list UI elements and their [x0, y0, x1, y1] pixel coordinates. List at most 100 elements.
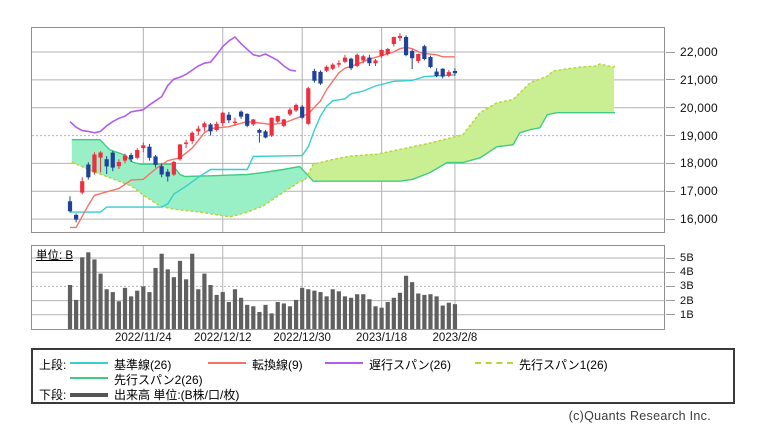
legend-upper-label: 上段: [39, 358, 67, 372]
legend-kijun-label: 基準線(26) [114, 358, 172, 372]
candle [159, 166, 164, 175]
candle [208, 124, 213, 132]
volume-bar [336, 291, 341, 329]
candle [153, 156, 158, 165]
volume-bar [257, 311, 262, 329]
chikou-line [69, 35, 297, 134]
candle [122, 155, 128, 161]
candle [293, 104, 299, 111]
candle [183, 142, 189, 144]
kijun-line [70, 74, 455, 213]
candle [80, 181, 85, 193]
volume-bar [391, 297, 396, 329]
volume-bar [373, 306, 378, 329]
volume-bar [171, 277, 176, 329]
volume-tick-label: 5B [666, 251, 694, 265]
candle [330, 64, 335, 69]
candle [434, 71, 439, 76]
volume-bar [452, 304, 458, 329]
volume-bar [379, 307, 384, 329]
candle [269, 117, 274, 136]
candle [177, 144, 183, 160]
volume-tick-label: 2B [666, 294, 694, 308]
candle [397, 36, 403, 39]
volume-bar [367, 299, 372, 329]
volume-bar [416, 293, 421, 329]
date-tick-label: 2022/12/12 [193, 332, 252, 344]
senkou_b-line [71, 111, 615, 182]
price-tick-label: 22,000 [666, 45, 718, 59]
volume-bar [312, 290, 317, 329]
candle [135, 150, 140, 158]
candle [263, 131, 268, 138]
volume-bar [226, 302, 231, 329]
volume-bar [147, 292, 152, 329]
candle [141, 145, 146, 149]
price-chart-svg [31, 27, 665, 233]
volume-swatch [70, 393, 108, 397]
volume-bar [306, 289, 311, 329]
volume-bar [287, 306, 293, 329]
volume-bar [92, 259, 97, 329]
candle [379, 49, 384, 56]
legend-box: 上段: 基準線(26) 転換線(9) 遅行スパン(26) 先行スパン1(26) … [31, 348, 735, 404]
volume-tick-label: 1B [666, 308, 694, 322]
volume-bar [324, 296, 329, 329]
candle [385, 48, 390, 55]
volume-bar [422, 294, 427, 329]
price-tick-label: 18,000 [666, 156, 718, 170]
date-tick-label: 2022/11/24 [114, 332, 172, 344]
volume-bar [355, 294, 360, 329]
candle [196, 128, 201, 132]
legend-volume-label: 出来高 単位:(B株/口/枚) [114, 388, 240, 402]
candle [92, 154, 97, 173]
volume-bar [196, 289, 201, 329]
volume-bar [361, 294, 366, 329]
volume-bar [238, 297, 244, 329]
candle [428, 57, 433, 68]
volume-bar [202, 273, 207, 329]
volume-bar [153, 267, 158, 329]
volume-bar [342, 296, 348, 329]
volume-bar [190, 253, 195, 329]
legend-lower-label: 下段: [39, 388, 67, 402]
senkou1-line-swatch [475, 362, 513, 364]
candle [287, 109, 293, 115]
volume-bar [67, 284, 73, 329]
volume-bar [263, 304, 268, 329]
candle [318, 71, 323, 84]
volume-bar [385, 302, 390, 329]
legend-tenkan-label: 転換線(9) [252, 358, 303, 372]
copyright-footer: (c)Quants Research Inc. [568, 409, 711, 423]
volume-chart-panel [31, 245, 665, 330]
candle [355, 54, 360, 66]
volume-bar [165, 269, 170, 329]
volume-bar [434, 296, 439, 329]
volume-bar [330, 289, 335, 329]
candle [367, 57, 372, 64]
volume-bar [159, 253, 164, 329]
tenkan-line-swatch [208, 362, 246, 364]
candle [440, 68, 445, 77]
volume-bar [208, 284, 213, 329]
candle [306, 88, 311, 124]
legend-senkou1-label: 先行スパン1(26) [519, 358, 608, 372]
candle [165, 171, 170, 177]
candle [116, 162, 121, 167]
volume-bar [141, 286, 146, 329]
volume-bar [80, 257, 85, 329]
volume-tick-label: 3B [666, 279, 694, 293]
candle [446, 72, 451, 76]
volume-bar [214, 294, 219, 329]
legend-chikou-label: 遅行スパン(26) [369, 358, 451, 372]
volume-bar [177, 260, 183, 329]
candle [74, 214, 79, 220]
candle [416, 54, 421, 61]
volume-bar [275, 302, 280, 329]
candle [361, 56, 366, 61]
legend-senkou2-label: 先行スパン2(26) [114, 373, 203, 387]
candle [251, 119, 256, 125]
candle [336, 63, 341, 65]
volume-bar [122, 287, 128, 329]
